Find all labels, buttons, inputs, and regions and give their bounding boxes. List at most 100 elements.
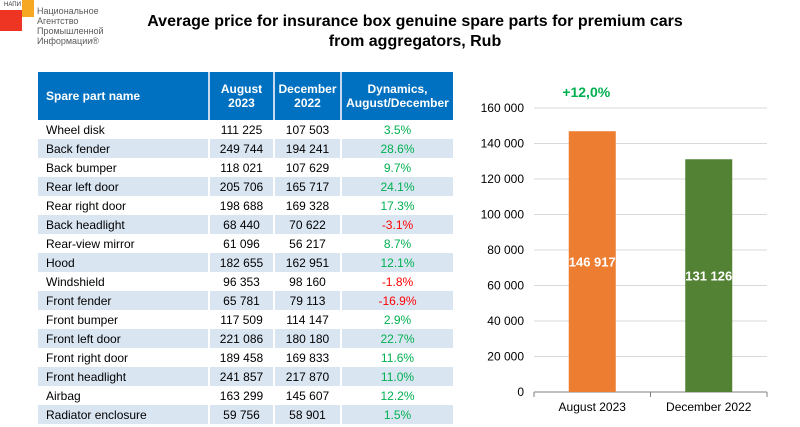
cell-dynamics: -1.8%	[340, 272, 453, 291]
cell-december-price: 70 622	[273, 215, 341, 234]
cell-dynamics: -16.9%	[340, 291, 453, 310]
logo-line: Промышленной	[37, 26, 104, 36]
cell-august-price: 198 688	[208, 196, 274, 215]
header-dynamics: Dynamics, August/December	[340, 72, 453, 120]
logo-line: Национальное	[37, 6, 99, 16]
cell-dynamics: 3.5%	[340, 120, 453, 139]
table-row: Back headlight 68 440 70 622 -3.1%	[38, 215, 453, 234]
table-row: Front bumper 117 509 114 147 2.9%	[38, 310, 453, 329]
cell-part-name: Front fender	[38, 291, 209, 310]
bar-value-label: 146 917	[569, 255, 616, 270]
cell-dynamics: 2.9%	[340, 310, 453, 329]
cell-dynamics: 22.7%	[340, 329, 453, 348]
table-row: Wheel disk 111 225 107 503 3.5%	[38, 120, 453, 139]
growth-annotation: +12,0%	[562, 84, 610, 100]
table-row: Back bumper 118 021 107 629 9.7%	[38, 158, 453, 177]
price-bar-chart: 0 20 000 40 000 60 000 80 000 100 000 120 000 1…	[481, 84, 768, 414]
cell-dynamics: 12.2%	[340, 386, 453, 405]
cell-part-name: Rear-view mirror	[46, 236, 135, 251]
logo: НАПИ Национальное Агентство Промышленной Ин…	[0, 0, 120, 60]
header-august-2023: August 2023	[208, 72, 274, 120]
cell-dynamics: 11.6%	[340, 348, 453, 367]
cell-december-price: 169 833	[273, 348, 341, 367]
cell-august-price: 61 096	[208, 234, 274, 253]
logo-line: Информации®	[37, 36, 99, 46]
y-tick-label: 80 000	[487, 243, 524, 257]
table-row: Windshield 96 353 98 160 -1.8%	[38, 272, 453, 291]
cell-dynamics: 24.1%	[340, 177, 453, 196]
table-row: Front right door 189 458 169 833 11.6%	[38, 348, 453, 367]
cell-part-name: Wheel disk	[46, 122, 105, 137]
cell-august-price: 249 744	[208, 139, 274, 158]
cell-december-price: 194 241	[273, 139, 341, 158]
logo-text: Национальное Агентство Промышленной Информа…	[37, 6, 104, 46]
cell-august-price: 182 655	[208, 253, 274, 272]
cell-dynamics: 11.0%	[340, 367, 453, 386]
cell-december-price: 114 147	[273, 310, 341, 329]
cell-august-price: 65 781	[208, 291, 274, 310]
cell-december-price: 58 901	[273, 405, 341, 424]
cell-part-name: Back fender	[38, 139, 209, 158]
cell-august-price: 111 225	[208, 120, 274, 139]
cell-part-name: Back bumper	[46, 160, 117, 175]
table-row: Airbag 163 299 145 607 12.2%	[38, 386, 453, 405]
cell-august-price: 163 299	[208, 386, 274, 405]
logo-small-label: НАПИ	[4, 2, 21, 8]
table-row: Front left door 221 086 180 180 22.7%	[38, 329, 453, 348]
cell-part-name: Windshield	[46, 274, 105, 289]
y-tick-label: 20 000	[487, 350, 524, 364]
cell-august-price: 118 021	[208, 158, 274, 177]
spare-parts-table: Spare part name August 2023 December 2022 …	[38, 72, 453, 424]
cell-august-price: 117 509	[208, 310, 274, 329]
x-tick-label: December 2022	[666, 400, 752, 414]
cell-august-price: 68 440	[208, 215, 274, 234]
title-line-1: Average price for insurance box genuine …	[147, 13, 683, 30]
cell-august-price: 205 706	[208, 177, 274, 196]
cell-december-price: 79 113	[273, 291, 341, 310]
header-text: 2022	[294, 96, 321, 110]
cell-august-price: 96 353	[208, 272, 274, 291]
cell-dynamics: 17.3%	[340, 196, 453, 215]
cell-december-price: 56 217	[273, 234, 341, 253]
cell-part-name: Radiator enclosure	[38, 405, 209, 424]
cell-december-price: 107 503	[273, 120, 341, 139]
cell-part-name: Back headlight	[38, 215, 209, 234]
cell-december-price: 107 629	[273, 158, 341, 177]
y-tick-label: 160 000	[481, 101, 525, 115]
cell-august-price: 59 756	[208, 405, 274, 424]
cell-part-name: Hood	[38, 253, 209, 272]
cell-august-price: 221 086	[208, 329, 274, 348]
y-tick-label: 120 000	[481, 172, 525, 186]
logo-orange-square	[22, 0, 34, 17]
bar-december-2022	[685, 159, 733, 392]
cell-dynamics: 9.7%	[340, 158, 453, 177]
cell-dynamics: 1.5%	[340, 405, 453, 424]
table-row: Rear right door 198 688 169 328 17.3%	[38, 196, 453, 215]
cell-part-name: Front left door	[38, 329, 209, 348]
header-text: December	[278, 82, 337, 96]
cell-part-name: Front headlight	[38, 367, 209, 386]
cell-part-name: Rear left door	[38, 177, 209, 196]
cell-part-name: Rear right door	[46, 198, 127, 213]
cell-december-price: 145 607	[273, 386, 341, 405]
cell-december-price: 98 160	[273, 272, 341, 291]
page-title: Average price for insurance box genuine …	[100, 12, 730, 52]
table-row: Front headlight 241 857 217 870 11.0%	[38, 367, 453, 386]
table-header-row: Spare part name August 2023 December 2022 …	[38, 72, 453, 120]
bar-august-2023	[568, 131, 616, 392]
cell-dynamics: -3.1%	[340, 215, 453, 234]
table-row: Front fender 65 781 79 113 -16.9%	[38, 291, 453, 310]
x-tick-label: August 2023	[559, 400, 627, 414]
cell-dynamics: 8.7%	[340, 234, 453, 253]
cell-dynamics: 12.1%	[340, 253, 453, 272]
cell-december-price: 165 717	[273, 177, 341, 196]
table-row: Rear-view mirror 61 096 56 217 8.7%	[38, 234, 453, 253]
y-tick-label: 0	[517, 385, 524, 399]
cell-part-name: Front right door	[46, 350, 129, 365]
cell-part-name: Front bumper	[46, 312, 119, 327]
cell-december-price: 217 870	[273, 367, 341, 386]
logo-red-square	[0, 10, 22, 31]
header-spare-part-name: Spare part name	[38, 72, 209, 120]
cell-december-price: 180 180	[273, 329, 341, 348]
header-text: Dynamics,	[367, 82, 428, 96]
